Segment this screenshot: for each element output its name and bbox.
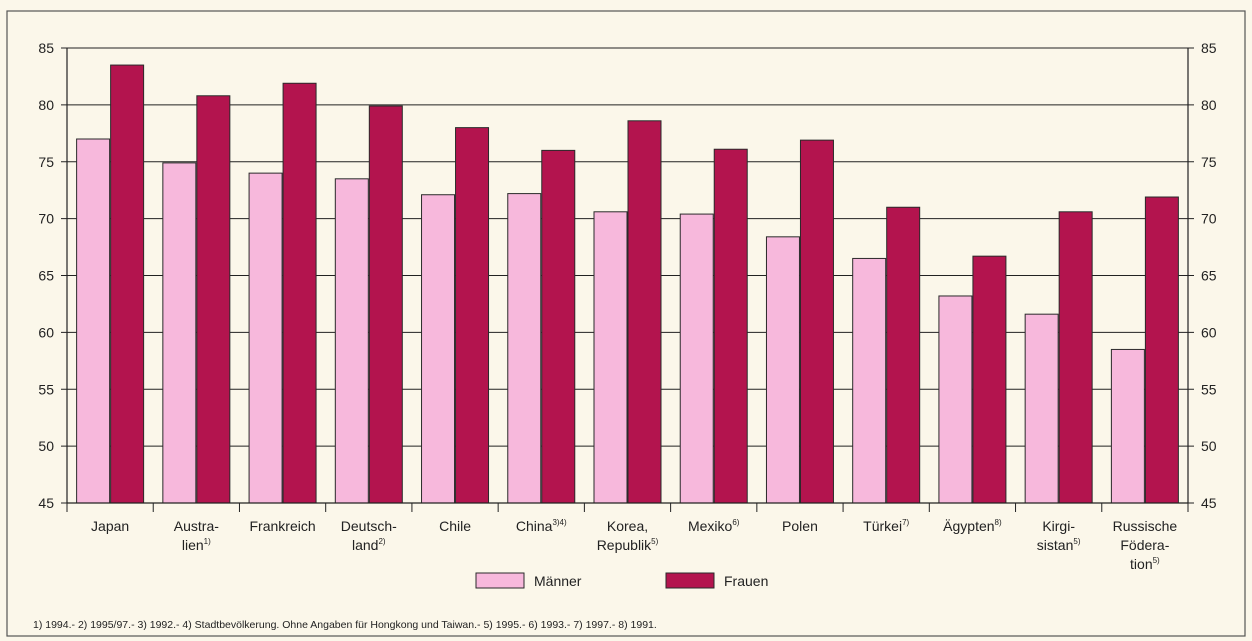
y-tick-label-left: 80: [38, 97, 54, 113]
y-tick-label-right: 45: [1201, 495, 1217, 511]
x-category-label: Frankreich: [250, 518, 316, 534]
legend-swatch: [475, 572, 525, 589]
footnote: 1) 1994.- 2) 1995/97.- 3) 1992.- 4) Stad…: [33, 619, 657, 631]
bars: [76, 64, 1179, 504]
axes: [61, 47, 1194, 512]
bar-frauen: [1144, 196, 1179, 504]
y-tick-label-right: 70: [1201, 211, 1217, 227]
bar-frauen: [282, 82, 317, 504]
legend-label: Frauen: [724, 573, 768, 589]
bar-maenner: [1024, 313, 1059, 504]
x-category-label: Ägypten8): [943, 518, 1002, 534]
x-category-label: Korea, Republik5): [597, 518, 659, 553]
x-category-label: Polen: [782, 518, 818, 534]
bar-frauen: [886, 206, 921, 504]
bar-frauen: [541, 149, 576, 504]
bar-frauen: [713, 148, 748, 504]
x-category-label: China3)4): [516, 518, 567, 534]
x-axis-category-labels: Japan Austra-lien1) Frankreich Deutsch-land…: [91, 518, 1177, 572]
x-category-label: Deutsch-land2): [341, 518, 397, 553]
y-tick-label-left: 60: [38, 324, 54, 340]
bar-frauen: [196, 95, 231, 504]
chart-border: [6, 10, 1246, 637]
y-tick-label-left: 75: [38, 154, 54, 170]
y-axis-right-ticks: 45 50 55 60 65 70 75 80 85: [1201, 40, 1217, 511]
y-tick-label-left: 85: [38, 40, 54, 56]
bar-frauen: [110, 64, 145, 504]
y-axis-left-ticks: 45 50 55 60 65 70 75 80 85: [38, 40, 54, 511]
bar-maenner: [938, 295, 973, 504]
y-tick-label-right: 80: [1201, 97, 1217, 113]
y-tick-label-left: 50: [38, 438, 54, 454]
bar-frauen: [799, 139, 834, 504]
legend-swatch: [665, 572, 715, 589]
x-category-label: Mexiko6): [688, 518, 740, 534]
x-category-label: Austra-lien1): [174, 518, 219, 553]
y-tick-label-right: 75: [1201, 154, 1217, 170]
bar-maenner: [507, 193, 542, 504]
legend-label: Männer: [534, 573, 582, 589]
bar-maenner: [765, 236, 800, 504]
y-tick-label-right: 65: [1201, 268, 1217, 284]
bar-frauen: [455, 127, 490, 504]
bar-maenner: [76, 138, 111, 504]
bar-maenner: [334, 178, 369, 504]
x-category-label: Kirgi-sistan5): [1037, 518, 1081, 553]
y-tick-label-right: 60: [1201, 324, 1217, 340]
bar-frauen: [368, 105, 403, 504]
y-tick-label-left: 55: [38, 381, 54, 397]
legend: Männer Frauen: [475, 572, 768, 589]
bar-frauen: [972, 255, 1007, 504]
x-category-label: Japan: [91, 518, 129, 534]
bar-maenner: [248, 172, 283, 504]
bar-maenner: [593, 211, 628, 504]
bar-maenner: [1110, 348, 1145, 504]
bar-maenner: [679, 213, 714, 504]
bar-maenner: [162, 162, 197, 504]
y-tick-label-left: 45: [38, 495, 54, 511]
bar-frauen: [1058, 211, 1093, 504]
y-tick-label-right: 50: [1201, 438, 1217, 454]
y-tick-label-left: 65: [38, 268, 54, 284]
y-tick-label-right: 85: [1201, 40, 1217, 56]
bar-frauen: [627, 120, 662, 504]
x-category-label: Chile: [439, 518, 471, 534]
bar-maenner: [852, 257, 887, 504]
x-category-label: Türkei7): [863, 518, 909, 534]
x-category-label: Russische Födera-tion5): [1113, 518, 1178, 572]
bar-maenner: [421, 194, 456, 504]
y-tick-label-right: 55: [1201, 381, 1217, 397]
y-tick-label-left: 70: [38, 211, 54, 227]
